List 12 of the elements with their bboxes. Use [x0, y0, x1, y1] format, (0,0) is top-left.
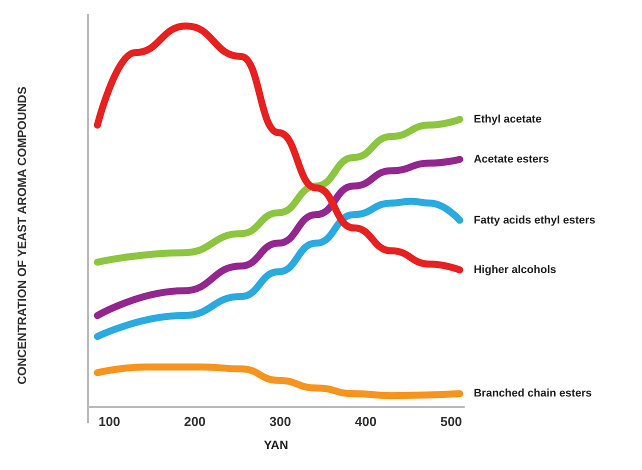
- series-label: Acetate esters: [474, 153, 549, 166]
- x-tick-label: 100: [98, 414, 120, 429]
- x-tick-label: 400: [354, 414, 377, 429]
- x-tick-label: 500: [440, 414, 462, 429]
- series-label: Branched chain esters: [474, 388, 592, 400]
- x-tick-label: 300: [269, 414, 292, 429]
- x-tick-label: 200: [184, 414, 206, 429]
- series-label: Ethyl acetate: [474, 113, 542, 126]
- x-axis-title: YAN: [264, 438, 288, 452]
- y-axis-title: CONCENTRATION OF YEAST AROMA COMPOUNDS: [15, 86, 29, 385]
- series-label: Fatty acids ethyl esters: [474, 214, 596, 226]
- series-label: Higher alcohols: [474, 264, 556, 276]
